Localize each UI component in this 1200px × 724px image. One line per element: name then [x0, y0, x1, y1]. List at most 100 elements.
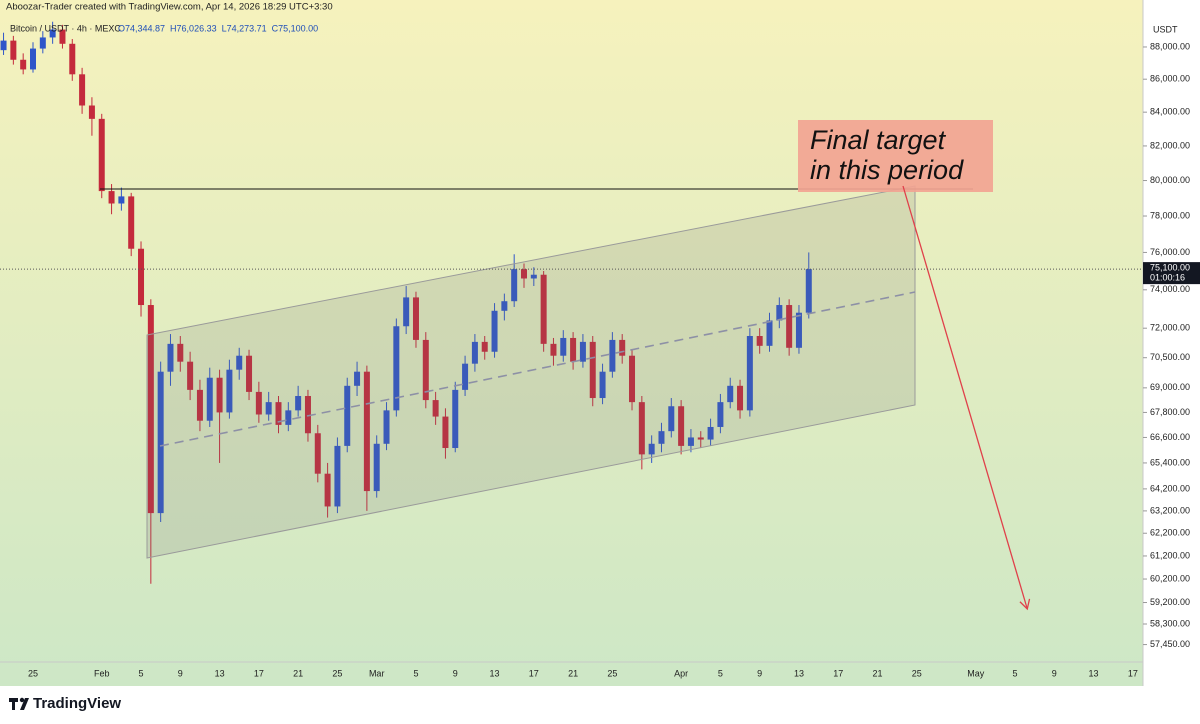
- candle-body: [265, 402, 272, 415]
- y-tick-label: 88,000.00: [1150, 41, 1190, 51]
- x-tick-label: 21: [873, 668, 883, 678]
- x-tick-label: 17: [529, 668, 539, 678]
- candle-body: [756, 336, 763, 346]
- candle-body: [462, 363, 469, 390]
- candle-body: [599, 371, 606, 399]
- candle-body: [678, 406, 685, 446]
- price-axis-background: [1143, 0, 1200, 686]
- y-tick-label: 84,000.00: [1150, 107, 1190, 117]
- x-tick-label: 9: [178, 668, 183, 678]
- candle-body: [0, 40, 7, 51]
- y-tick-label: 72,000.00: [1150, 323, 1190, 333]
- ohlc-value: O74,344.87: [118, 23, 165, 33]
- candle-body: [491, 310, 498, 352]
- candle-body: [304, 395, 311, 434]
- candle-body: [609, 339, 616, 372]
- candle-body: [707, 426, 714, 440]
- candle-body: [167, 343, 174, 372]
- candle-body: [69, 43, 76, 75]
- candle-body: [118, 196, 125, 204]
- x-tick-label: 13: [490, 668, 500, 678]
- candle-body: [246, 355, 253, 392]
- candle-body: [393, 326, 400, 411]
- candle-body: [795, 312, 802, 348]
- candle-body: [285, 410, 292, 425]
- candle-body: [619, 339, 626, 356]
- price-unit: USDT: [1153, 24, 1178, 34]
- candle-body: [79, 74, 86, 106]
- ohlc-legend: O74,344.87 H76,026.33 L74,273.71 C75,100.00: [118, 23, 318, 33]
- candle-body: [668, 406, 675, 432]
- candle-body: [638, 402, 645, 455]
- y-tick-label: 58,300.00: [1150, 618, 1190, 628]
- x-tick-label: 25: [332, 668, 342, 678]
- y-tick-label: 74,000.00: [1150, 284, 1190, 294]
- x-tick-label: 9: [757, 668, 762, 678]
- candle-body: [727, 385, 734, 403]
- candle-body: [687, 437, 694, 446]
- candle-body: [59, 29, 66, 44]
- x-tick-label: May: [967, 668, 985, 678]
- candle-body: [49, 29, 56, 38]
- y-tick-label: 65,400.00: [1150, 457, 1190, 467]
- candle-body: [697, 437, 704, 440]
- candle-body: [187, 361, 194, 390]
- x-tick-label: 9: [453, 668, 458, 678]
- x-tick-label: 5: [1012, 668, 1017, 678]
- candle-body: [157, 371, 164, 514]
- candle-body: [383, 410, 390, 444]
- y-tick-label: 63,200.00: [1150, 505, 1190, 515]
- candle-body: [344, 385, 351, 446]
- x-tick-label: 5: [718, 668, 723, 678]
- candle-body: [501, 301, 508, 311]
- candle-body: [481, 341, 488, 352]
- candle-body: [403, 297, 410, 327]
- candle-body: [128, 196, 135, 249]
- x-tick-label: 13: [215, 668, 225, 678]
- candle-body: [216, 377, 223, 413]
- candle-body: [452, 389, 459, 449]
- candle-body: [314, 433, 321, 474]
- x-tick-label: 25: [912, 668, 922, 678]
- candle-body: [354, 371, 361, 386]
- x-tick-label: 25: [607, 668, 617, 678]
- x-tick-label: 25: [28, 668, 38, 678]
- last-price-box: [1143, 262, 1200, 285]
- candle-body: [442, 416, 449, 449]
- y-tick-label: 80,000.00: [1150, 175, 1190, 185]
- candle-body: [255, 391, 262, 415]
- y-tick-label: 66,600.00: [1150, 432, 1190, 442]
- y-tick-label: 70,500.00: [1150, 352, 1190, 362]
- candle-body: [766, 320, 773, 346]
- candle-body: [422, 339, 429, 401]
- ohlc-value: C75,100.00: [272, 23, 319, 33]
- y-tick-label: 61,200.00: [1150, 550, 1190, 560]
- candle-body: [658, 431, 665, 444]
- candle-body: [629, 355, 636, 403]
- x-tick-label: 17: [1128, 668, 1138, 678]
- candle-body: [20, 59, 27, 70]
- brand: TradingView: [33, 695, 121, 712]
- y-tick-label: 60,200.00: [1150, 573, 1190, 583]
- candle-body: [540, 274, 547, 344]
- candle-body: [138, 248, 145, 306]
- symbol: Bitcoin / USDT · 4h · MEXC: [10, 23, 121, 33]
- candle-body: [550, 343, 557, 356]
- candle-body: [786, 305, 793, 348]
- candle-body: [177, 343, 184, 362]
- y-tick-label: 57,450.00: [1150, 639, 1190, 649]
- candle-body: [363, 371, 370, 492]
- x-tick-label: 13: [1089, 668, 1099, 678]
- candle-body: [570, 337, 577, 362]
- y-tick-label: 69,000.00: [1150, 382, 1190, 392]
- candle-body: [717, 402, 724, 427]
- candle-body: [147, 305, 154, 514]
- candle-body: [295, 395, 302, 411]
- y-tick-label: 67,800.00: [1150, 407, 1190, 417]
- x-tick-label: 5: [139, 668, 144, 678]
- candle-body: [88, 105, 95, 119]
- candle-body: [412, 297, 419, 340]
- countdown: 01:00:16: [1150, 272, 1185, 282]
- candle-body: [373, 443, 380, 492]
